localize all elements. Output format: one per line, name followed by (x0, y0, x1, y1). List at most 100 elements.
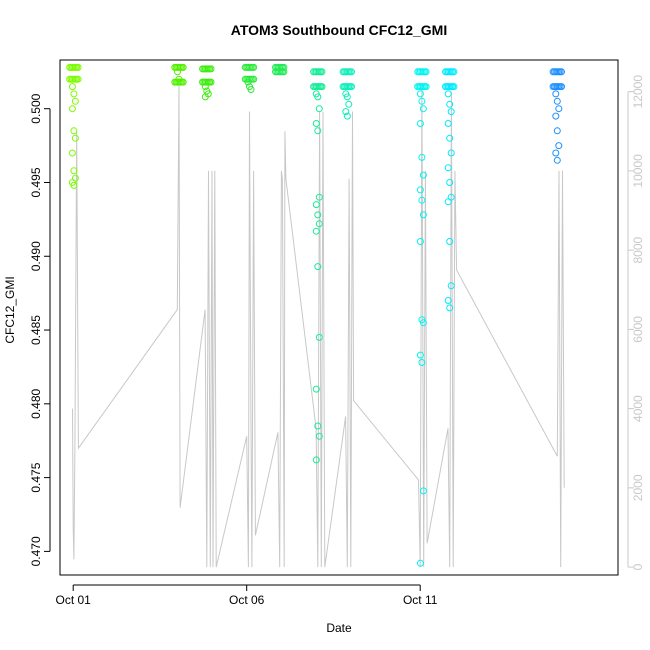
data-point (343, 93, 351, 101)
data-point (446, 100, 454, 108)
data-point (71, 134, 79, 142)
data-point (450, 68, 458, 76)
data-point (416, 351, 424, 359)
y-tick-label: 0.500 (29, 93, 43, 123)
y-tick-label: 0.475 (29, 462, 43, 492)
data-point (71, 174, 79, 182)
data-point (74, 63, 82, 71)
data-point (315, 333, 323, 341)
y2-tick-label: 2000 (631, 474, 645, 501)
data-point (312, 385, 320, 393)
data-point (418, 153, 426, 161)
data-point (345, 100, 353, 108)
x-tick-label: Oct 01 (56, 593, 92, 607)
x-axis-label: Date (326, 621, 352, 635)
data-point (419, 319, 427, 327)
data-point (416, 238, 424, 245)
y-tick-label: 0.490 (29, 241, 43, 271)
data-point (343, 112, 351, 120)
y-tick-label: 0.480 (29, 388, 43, 418)
data-point (558, 83, 565, 91)
y2-tick-label: 12000 (631, 75, 645, 109)
data-point (416, 559, 424, 567)
y2-tick-label: 0 (631, 563, 645, 570)
data-point (558, 68, 565, 76)
y2-tick-label: 10000 (631, 154, 645, 188)
data-point (174, 68, 181, 76)
data-point (247, 86, 255, 93)
plot-frame (59, 59, 619, 576)
y2-tick-label: 8000 (631, 236, 645, 263)
data-point (207, 78, 215, 86)
data-point (418, 196, 426, 204)
data-point (552, 90, 560, 98)
data-point (70, 127, 78, 135)
data-point (450, 83, 458, 91)
data-point (444, 297, 452, 304)
chart-title: ATOM3 Southbound CFC12_GMI (231, 22, 447, 38)
data-point (552, 149, 560, 157)
data-point (207, 65, 215, 73)
y2-tick-label: 6000 (631, 316, 645, 343)
data-point (74, 75, 82, 83)
data-point (250, 63, 258, 71)
data-point (447, 149, 455, 157)
y-tick-label: 0.470 (29, 536, 43, 566)
data-point (315, 432, 323, 440)
data-point (70, 181, 78, 189)
data-point (553, 156, 561, 164)
data-point (422, 83, 430, 91)
data-point (446, 238, 454, 245)
data-point (70, 90, 78, 98)
data-point (348, 68, 355, 76)
data-point (68, 83, 76, 91)
data-point (312, 201, 320, 209)
data-point (416, 90, 424, 98)
altitude-track-layer (72, 83, 565, 568)
data-point (280, 68, 288, 76)
data-point (419, 487, 427, 495)
altitude-line (72, 83, 565, 568)
data-point (444, 90, 452, 98)
y-tick-label: 0.485 (29, 315, 43, 345)
data-point (318, 83, 326, 91)
data-point (244, 78, 252, 86)
data-point (342, 108, 350, 116)
data-point (68, 105, 76, 113)
data-point (555, 105, 563, 113)
data-point (201, 93, 209, 101)
data-points-layer (66, 63, 565, 567)
data-point (418, 359, 426, 366)
data-point (555, 142, 563, 150)
data-point (418, 97, 426, 105)
data-point (444, 120, 452, 127)
data-point (179, 63, 187, 71)
data-point (314, 211, 322, 219)
data-point (446, 134, 454, 142)
data-point (447, 282, 455, 290)
data-point (312, 227, 320, 235)
data-point (348, 83, 355, 91)
data-point (314, 93, 322, 101)
data-point (201, 83, 209, 91)
y-axis-label: CFC12_GMI (3, 276, 17, 343)
data-point (175, 75, 183, 83)
x-tick-label: Oct 11 (403, 593, 438, 607)
data-point (312, 456, 320, 464)
data-point (447, 108, 455, 116)
data-point (70, 167, 78, 175)
data-point (314, 422, 322, 430)
data-point (446, 179, 454, 186)
data-point (444, 164, 452, 172)
data-point (314, 127, 322, 135)
data-point (444, 198, 452, 206)
data-point (416, 120, 424, 127)
data-point (312, 120, 320, 127)
data-point (250, 75, 258, 83)
data-point (318, 68, 326, 76)
data-point (553, 127, 561, 135)
data-point (416, 186, 424, 194)
data-point (68, 149, 76, 157)
data-point (553, 97, 561, 105)
